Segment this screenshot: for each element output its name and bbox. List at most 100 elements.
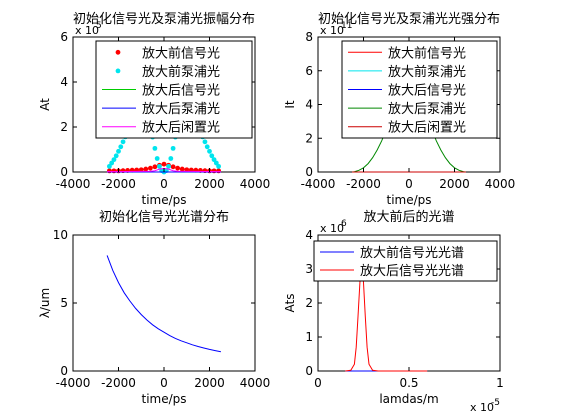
series-1 (106, 255, 221, 353)
data-point (202, 139, 208, 145)
y-tick-label: 1 (305, 330, 313, 344)
y-tick-label: 5 (60, 296, 68, 310)
data-point (113, 153, 119, 159)
legend-label: 放大后信号光 (388, 84, 466, 99)
data-point (213, 160, 219, 166)
legend-marker (115, 49, 121, 55)
y-tick-label: 4 (305, 98, 313, 112)
y-axis-label: λ/um (38, 288, 52, 318)
x-tick-label: -2000 (346, 177, 381, 191)
data-point (161, 161, 167, 167)
x-tick-label: 0.5 (399, 376, 418, 390)
legend-label: 放大后闲置光 (142, 121, 220, 136)
y-tick-label: 0 (305, 165, 313, 179)
x-exponent-power: -5 (491, 398, 500, 408)
x-tick-label: -4000 (56, 376, 91, 390)
y-tick-label: 10 (53, 228, 68, 242)
y-axis-label: It (283, 100, 297, 109)
data-point (107, 168, 112, 174)
data-point (154, 156, 160, 161)
x-tick-label: 0 (160, 376, 168, 390)
data-point (147, 165, 153, 171)
legend-label: 放大后信号光 (142, 84, 220, 99)
y-exponent-power: 6 (341, 219, 347, 229)
chart-3: -4000 -2000 0 2000 4000 0 5 10 初始化信号光光谱分布 time/ps… (38, 210, 270, 406)
data-point (216, 168, 222, 174)
y-axis-label: Ats (283, 294, 297, 313)
y-tick-label: 4 (305, 228, 313, 242)
chart-1: -4000 -2000 0 2000 4000 0 2 4 6 初始化信号光及泵浦光振幅分布 tim… (38, 12, 270, 207)
legend-marker (115, 68, 121, 74)
y-tick-label: 2 (60, 120, 68, 134)
x-exponent-label: x 10 (470, 401, 494, 414)
data-point (168, 156, 174, 161)
x-tick-label: -2000 (101, 177, 136, 191)
legend-label: 放大前泵浦光 (142, 64, 220, 80)
y-tick-label: 8 (305, 30, 313, 44)
legend-label: 放大前信号光 (142, 45, 220, 61)
x-axis-label: time/ps (141, 392, 186, 406)
y-tick-label: 0 (60, 165, 68, 179)
y-tick-label: 6 (60, 30, 68, 44)
data-point (152, 164, 158, 170)
chart-title: 放大前后的光谱 (363, 209, 454, 225)
x-tick-label: -2000 (101, 376, 136, 390)
data-point (111, 157, 117, 163)
data-point (175, 165, 181, 171)
data-point (120, 139, 126, 145)
data-point (209, 153, 215, 159)
chart-title: 初始化信号光光谱分布 (99, 210, 229, 225)
x-tick-label: 4000 (485, 177, 516, 191)
x-tick-label: 2000 (194, 177, 225, 191)
data-point (211, 157, 217, 163)
x-tick-label: 0 (160, 177, 168, 191)
legend-label: 放大后信号光光谱 (360, 264, 464, 279)
x-axis-label: time/ps (386, 193, 431, 207)
legend-label: 放大后闲置光 (388, 121, 466, 136)
data-point (107, 163, 112, 169)
data-point (143, 166, 149, 172)
y-tick-label: 6 (305, 64, 313, 78)
data-point (111, 168, 117, 174)
legend-box (313, 240, 498, 282)
x-tick-label: 0 (314, 376, 322, 390)
x-axis-label: lamdas/m (379, 392, 438, 406)
x-axis-label: time/ps (141, 193, 186, 207)
data-point (207, 148, 212, 154)
data-point (109, 160, 115, 166)
data-point (118, 144, 124, 150)
y-tick-label: 2 (305, 296, 313, 310)
x-tick-label: 2000 (194, 376, 225, 390)
y-tick-label: 4 (60, 75, 68, 89)
series-line (106, 255, 221, 353)
y-tick-label: 0 (305, 364, 313, 378)
y-tick-label: 2 (305, 131, 313, 145)
data-point (204, 144, 210, 150)
data-point (116, 148, 121, 154)
data-point (211, 168, 217, 174)
data-point (170, 145, 176, 151)
data-point (152, 145, 158, 151)
data-point (179, 166, 185, 172)
chart-title: 初始化信号光及泵浦光光强分布 (318, 12, 500, 27)
y-axis-label: At (38, 98, 52, 111)
x-tick-label: -4000 (56, 177, 91, 191)
x-tick-label: -4000 (301, 177, 336, 191)
y-tick-label: 3 (305, 262, 313, 276)
x-tick-label: 4000 (240, 177, 271, 191)
data-point (157, 163, 162, 169)
x-tick-label: 0 (405, 177, 413, 191)
legend-label: 放大后泵浦光 (142, 102, 220, 117)
x-tick-label: 2000 (439, 177, 470, 191)
data-point (170, 164, 176, 170)
data-point (216, 163, 222, 169)
x-tick-label: 1 (496, 376, 504, 390)
legend-label: 放大前信号光 (388, 45, 466, 61)
legend-label: 放大后泵浦光 (388, 102, 466, 117)
x-tick-label: 4000 (240, 376, 271, 390)
chart-title: 初始化信号光及泵浦光振幅分布 (73, 12, 255, 27)
